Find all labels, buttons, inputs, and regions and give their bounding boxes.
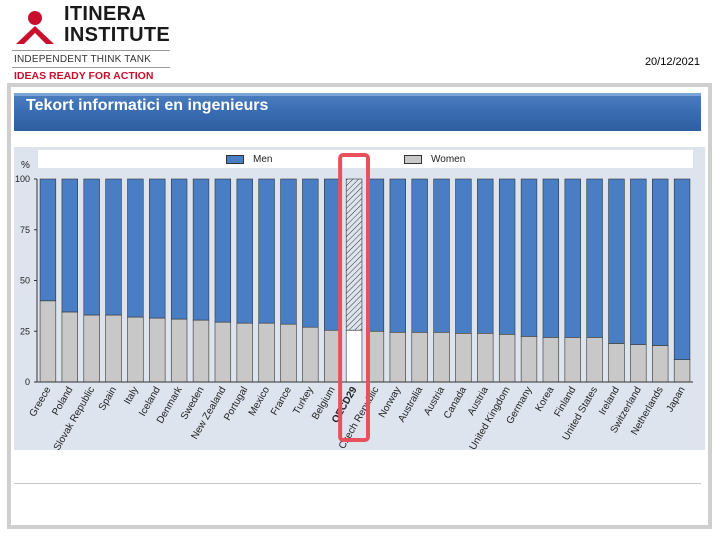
bar-women bbox=[170, 318, 188, 383]
bar-men bbox=[498, 178, 516, 335]
bar-men bbox=[192, 178, 210, 321]
bar-men bbox=[389, 178, 406, 333]
bar-women bbox=[280, 323, 297, 383]
bar-men bbox=[477, 178, 494, 334]
y-tick-label: 0 bbox=[25, 377, 30, 387]
x-tick-label: Slovak Republic bbox=[52, 385, 97, 453]
bar-women bbox=[127, 316, 144, 383]
bar-women bbox=[433, 331, 450, 383]
title-band-highlight bbox=[14, 93, 701, 96]
bar-women bbox=[630, 344, 647, 383]
bar-men bbox=[105, 178, 122, 316]
bar-men bbox=[586, 178, 603, 338]
x-tick-label: Greece bbox=[28, 385, 54, 419]
bar-women bbox=[586, 337, 603, 383]
bar-women bbox=[608, 343, 625, 383]
bar-women bbox=[214, 321, 232, 383]
bar-men bbox=[302, 178, 319, 328]
average-highlight-box bbox=[338, 153, 370, 442]
bar-women bbox=[520, 336, 538, 383]
logo-wordmark: ITINERA INSTITUTE bbox=[64, 4, 170, 46]
bar-men bbox=[149, 178, 166, 319]
legend-label-men: Men bbox=[253, 154, 273, 165]
bar-women bbox=[411, 331, 428, 383]
bar-men bbox=[39, 178, 57, 302]
x-tick-label: Spain bbox=[97, 385, 119, 413]
bar-women bbox=[455, 332, 472, 383]
bar-men bbox=[411, 178, 428, 333]
bar-men bbox=[258, 178, 275, 324]
slide-title-band: Tekort informatici en ingenieurs bbox=[14, 93, 701, 131]
y-axis-label: % bbox=[21, 160, 30, 171]
logo-tagline: INDEPENDENT THINK TANK bbox=[14, 54, 152, 65]
bar-men bbox=[564, 178, 581, 338]
x-tick-label: France bbox=[269, 385, 294, 418]
bar-women bbox=[302, 326, 319, 383]
bar-women bbox=[61, 311, 78, 383]
bar-women bbox=[149, 317, 166, 383]
x-tick-label: Korea bbox=[534, 385, 557, 414]
x-tick-label: Italy bbox=[122, 385, 141, 406]
logo-line2: INSTITUTE bbox=[64, 24, 171, 46]
bar-men bbox=[520, 178, 538, 337]
bar-women bbox=[652, 345, 669, 383]
bar-men bbox=[324, 178, 341, 331]
bar-men bbox=[433, 178, 450, 333]
bar-men bbox=[127, 178, 144, 318]
bar-men bbox=[170, 178, 188, 320]
legend-swatch-men bbox=[226, 155, 244, 164]
bar-women bbox=[367, 330, 385, 383]
y-tick-label: 25 bbox=[20, 326, 30, 336]
bar-men bbox=[673, 178, 691, 360]
bar-men bbox=[214, 178, 232, 323]
bar-women bbox=[105, 314, 122, 383]
bar-women bbox=[389, 331, 406, 383]
bar-men bbox=[280, 178, 297, 325]
y-tick-label: 50 bbox=[20, 276, 30, 286]
bar-women bbox=[673, 359, 691, 383]
y-tick-label: 100 bbox=[15, 174, 30, 184]
bar-women bbox=[477, 332, 494, 383]
legend-label-women: Women bbox=[431, 154, 466, 165]
itinera-logo-icon bbox=[16, 11, 54, 44]
bar-women bbox=[192, 319, 210, 383]
bar-women bbox=[258, 322, 275, 383]
x-tick-label: Mexico bbox=[247, 385, 273, 418]
bar-women bbox=[345, 329, 363, 383]
bar-women bbox=[542, 337, 560, 383]
bar-men bbox=[367, 178, 385, 332]
logo-divider-top bbox=[12, 50, 170, 51]
logo-line1: ITINERA bbox=[64, 3, 147, 25]
bar-men bbox=[630, 178, 647, 345]
x-tick-label: Japan bbox=[665, 385, 688, 414]
bar-men bbox=[345, 178, 363, 331]
chart-legend: Men Women bbox=[38, 150, 693, 168]
bar-men bbox=[652, 178, 669, 346]
itinera-logo: ITINERA INSTITUTE INDEPENDENT THINK TANK… bbox=[12, 4, 174, 84]
logo-divider-bottom bbox=[12, 67, 170, 68]
bar-men bbox=[542, 178, 560, 338]
bar-women bbox=[324, 329, 341, 383]
bar-men bbox=[236, 178, 253, 324]
bar-men bbox=[455, 178, 472, 334]
slide-date: 20/12/2021 bbox=[644, 56, 700, 68]
bar-men bbox=[608, 178, 625, 344]
bar-women bbox=[498, 333, 516, 383]
bar-women bbox=[39, 300, 57, 383]
bar-men bbox=[61, 178, 78, 313]
legend-swatch-women bbox=[404, 155, 422, 164]
bar-women bbox=[83, 314, 100, 383]
y-tick-label: 75 bbox=[20, 225, 30, 235]
bar-women bbox=[236, 322, 253, 383]
bar-women bbox=[564, 337, 581, 383]
logo-slogan: IDEAS READY FOR ACTION bbox=[14, 70, 154, 82]
footer-divider bbox=[14, 483, 701, 484]
slide-title: Tekort informatici en ingenieurs bbox=[26, 97, 269, 114]
bar-men bbox=[83, 178, 100, 316]
